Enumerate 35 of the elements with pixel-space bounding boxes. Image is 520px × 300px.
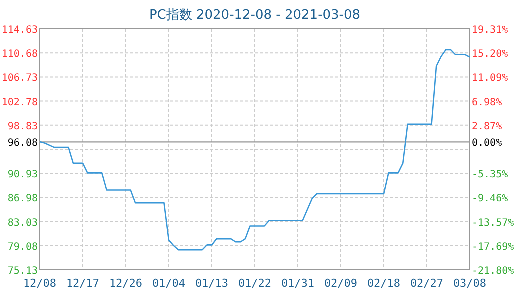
y2-tick-label: 6.98% bbox=[472, 97, 502, 108]
y-tick-label: 98.83 bbox=[8, 121, 38, 132]
y2-tick-label: 2.87% bbox=[472, 121, 502, 132]
y2-tick-label: 15.20% bbox=[472, 49, 508, 60]
y-tick-label: 83.03 bbox=[8, 218, 38, 229]
y-tick-label: 90.93 bbox=[8, 170, 38, 181]
y-tick-label: 102.78 bbox=[2, 97, 38, 108]
chart-title: PC指数 2020-12-08 - 2021-03-08 bbox=[149, 8, 361, 23]
x-tick-label: 01/04 bbox=[152, 277, 186, 290]
y2-tick-label: -17.69% bbox=[472, 242, 514, 253]
x-tick-label: 12/17 bbox=[66, 277, 100, 290]
y-tick-label: 86.98 bbox=[8, 194, 38, 205]
y2-tick-label: -9.46% bbox=[472, 194, 508, 205]
x-tick-label: 12/26 bbox=[109, 277, 143, 290]
x-tick-label: 01/13 bbox=[195, 277, 229, 290]
x-tick-label: 02/09 bbox=[324, 277, 358, 290]
x-tick-label: 01/22 bbox=[238, 277, 272, 290]
ref-line-label: 96.08 bbox=[8, 138, 38, 150]
y2-tick-label: -5.35% bbox=[472, 170, 508, 181]
y2-tick-label: -13.57% bbox=[472, 218, 514, 229]
x-tick-label: 01/31 bbox=[281, 277, 315, 290]
y2-tick-label: 0.00% bbox=[472, 138, 502, 150]
x-tick-label: 02/27 bbox=[410, 277, 444, 290]
y-tick-label: 79.08 bbox=[8, 242, 38, 253]
y2-tick-label: 19.31% bbox=[472, 25, 508, 36]
y-tick-label: 110.68 bbox=[2, 49, 38, 60]
x-tick-label: 02/18 bbox=[367, 277, 401, 290]
line-series bbox=[39, 49, 471, 251]
x-tick-label: 03/08 bbox=[453, 277, 487, 290]
y-tick-label: 75.13 bbox=[8, 266, 38, 277]
y-tick-label: 114.63 bbox=[2, 25, 38, 36]
y2-tick-label: 11.09% bbox=[472, 73, 508, 84]
y2-tick-label: -21.80% bbox=[472, 266, 514, 277]
y-tick-label: 106.73 bbox=[2, 73, 38, 84]
x-tick-label: 12/08 bbox=[23, 277, 57, 290]
